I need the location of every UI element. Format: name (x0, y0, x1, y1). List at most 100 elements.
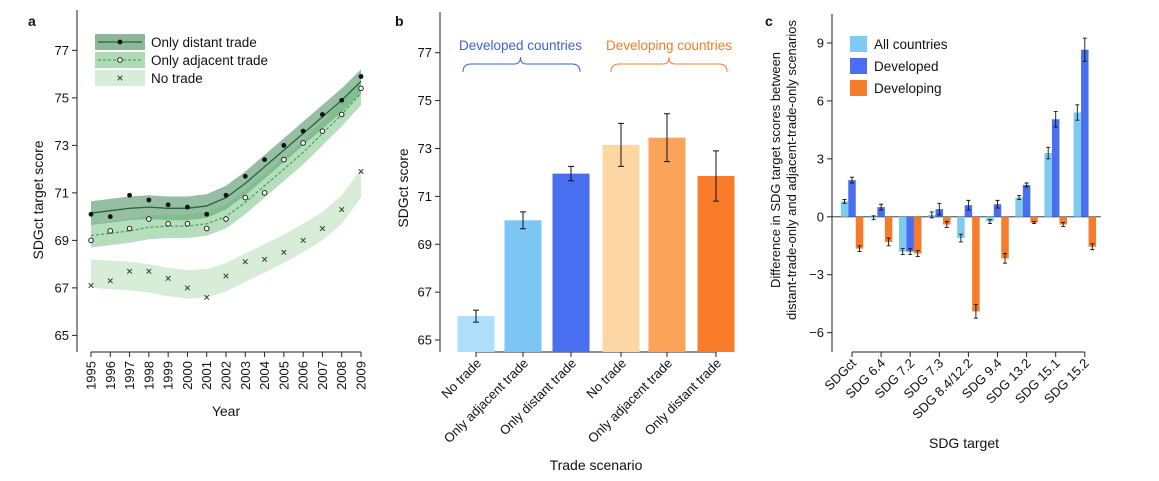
panel-c-bar (898, 216, 907, 252)
panel-a-point-distant (339, 97, 345, 103)
panel-b-error-bar (473, 309, 479, 323)
panel-c-bar (1022, 184, 1031, 217)
panel-c-bar (943, 216, 951, 225)
panel-a-band-none (91, 169, 361, 299)
panel-c-bar (1051, 119, 1060, 217)
panel-c-y-axis-label-line1: Difference in SDG target scores between (768, 52, 783, 288)
panel-a-y-tick-label: 73 (55, 138, 69, 153)
panel-c-bar (964, 205, 973, 217)
panel-a-point-none (339, 206, 345, 213)
panel-c-error-bar (929, 211, 934, 219)
panel-a-y-tick-label: 71 (55, 185, 69, 200)
panel-b-x-tick-label: Only adjacent trade (585, 356, 675, 446)
panel-c-bar (972, 216, 980, 312)
panel-a-x-axis-label: Year (212, 403, 241, 419)
panel-a-x-tick-label: 2005 (276, 361, 291, 390)
panel-b-y-tick-label: 75 (418, 93, 432, 108)
panel-c: c SDG target Difference in SDG target sc… (765, 13, 1101, 451)
panel-a-point-distant (242, 173, 248, 179)
panel-b-x-tick-label: Only adjacent trade (441, 356, 531, 446)
panel-a-point-distant (204, 211, 210, 217)
panel-a-legend-label: Only distant trade (151, 35, 257, 50)
panel-c-y-axis-label-line2: distant-trade-only and adjacent-trade-on… (784, 20, 799, 320)
panel-a-point-distant (358, 74, 364, 79)
panel-a-point-adjacent (165, 220, 171, 227)
panel-a-point-none (358, 168, 364, 175)
panel-b-error-bar (664, 113, 670, 163)
panel-c-y-tick-label: 0 (817, 209, 824, 224)
panel-a-point-distant (146, 197, 152, 203)
panel-c-error-bar (886, 237, 891, 247)
panel-c-error-bar (1003, 253, 1007, 264)
panel-c-y-tick-label: −6 (809, 325, 824, 340)
panel-a-label: a (28, 13, 36, 29)
panel-c-bar (1015, 197, 1023, 217)
panel-c-bar (840, 201, 849, 217)
panel-c-error-bar (937, 202, 942, 216)
panel-c-bar (848, 180, 856, 217)
panel-a-point-none (242, 259, 248, 265)
panel-c-bar (1044, 153, 1052, 217)
panel-c-bar (1030, 216, 1038, 223)
panel-c-bar (1001, 216, 1009, 259)
panel-c-y-tick-label: 6 (817, 93, 824, 108)
panel-b-y-tick-label: 71 (418, 189, 432, 204)
panel-c-error-bar (857, 245, 862, 253)
panel-a-y-tick-label: 77 (55, 43, 69, 58)
panel-c-y-tick-label: −3 (809, 267, 824, 282)
panel-a-point-adjacent (358, 85, 364, 92)
panel-c-error-bar (871, 215, 876, 221)
panel-c-y-tick-label: 3 (817, 151, 824, 166)
panel-b-bar (697, 176, 735, 352)
panel-a-legend-marker (117, 75, 123, 81)
panel-c-bar (1073, 112, 1082, 217)
panel-c-bar (1081, 49, 1089, 217)
panel-a-point-none (184, 285, 191, 291)
panel-a-point-adjacent (223, 216, 229, 222)
panel-a-point-distant (281, 142, 287, 148)
panel-a-point-adjacent (203, 225, 210, 232)
panel-a: a SDGct target score Year 65 67 69 71 73 75 77… (28, 10, 369, 419)
panel-b-group-brace (462, 56, 581, 73)
panel-a-legend-label: No trade (151, 71, 203, 86)
panel-c-bar (957, 216, 965, 239)
panel-c-error-bar (1061, 222, 1066, 227)
panel-a-x-tick-label: 2004 (257, 361, 272, 390)
panel-a-x-tick-label: 2006 (296, 361, 311, 390)
panel-a-point-adjacent (338, 111, 345, 118)
panel-a-y-tick-label: 65 (55, 328, 69, 343)
panel-a-y-tick-label: 69 (55, 233, 69, 248)
panel-a-point-distant (223, 192, 229, 198)
panel-b-bar (504, 220, 542, 352)
panel-c-error-bar (879, 203, 884, 211)
panel-a-point-distant (88, 211, 94, 217)
panel-a-x-tick-label: 2009 (354, 361, 369, 390)
panel-c-error-bar (915, 250, 920, 257)
panel-a-point-none (261, 256, 268, 263)
panel-c-bar (877, 207, 885, 217)
panel-c-legend-label: Developed (874, 59, 939, 74)
panel-c-error-bar (1075, 104, 1080, 121)
panel-a-point-distant (185, 204, 190, 210)
panel-c-error-bar (1017, 195, 1022, 200)
panel-b-group-brace (610, 56, 728, 73)
panel-b-y-tick-label: 77 (418, 45, 432, 60)
panel-a-y-tick-label: 67 (55, 280, 69, 295)
panel-a-point-none (146, 268, 152, 274)
panel-b-bar (648, 137, 686, 352)
panel-a-legend-marker (117, 57, 123, 63)
panel-c-bar (993, 204, 1002, 217)
panel-b: b SDGct score Trade scenario 65 67 69 71 73 7… (395, 12, 735, 473)
panel-a-x-tick-label: 1996 (103, 361, 118, 390)
panel-c-error-bar (1032, 221, 1037, 225)
panel-c-error-bar (988, 219, 992, 225)
panel-a-point-none (319, 225, 326, 232)
panel-a-y-axis-label: SDGct target score (30, 140, 46, 259)
panel-a-x-tick-label: 2008 (334, 361, 349, 390)
panel-c-error-bar (1053, 111, 1058, 128)
panel-a-x-tick-label: 2002 (219, 361, 234, 390)
panel-a-legend-label: Only adjacent trade (151, 53, 268, 68)
panel-a-legend-marker (117, 39, 123, 45)
panel-a-y-tick-label: 75 (55, 90, 69, 105)
panel-b-group-label: Developed countries (459, 38, 582, 53)
